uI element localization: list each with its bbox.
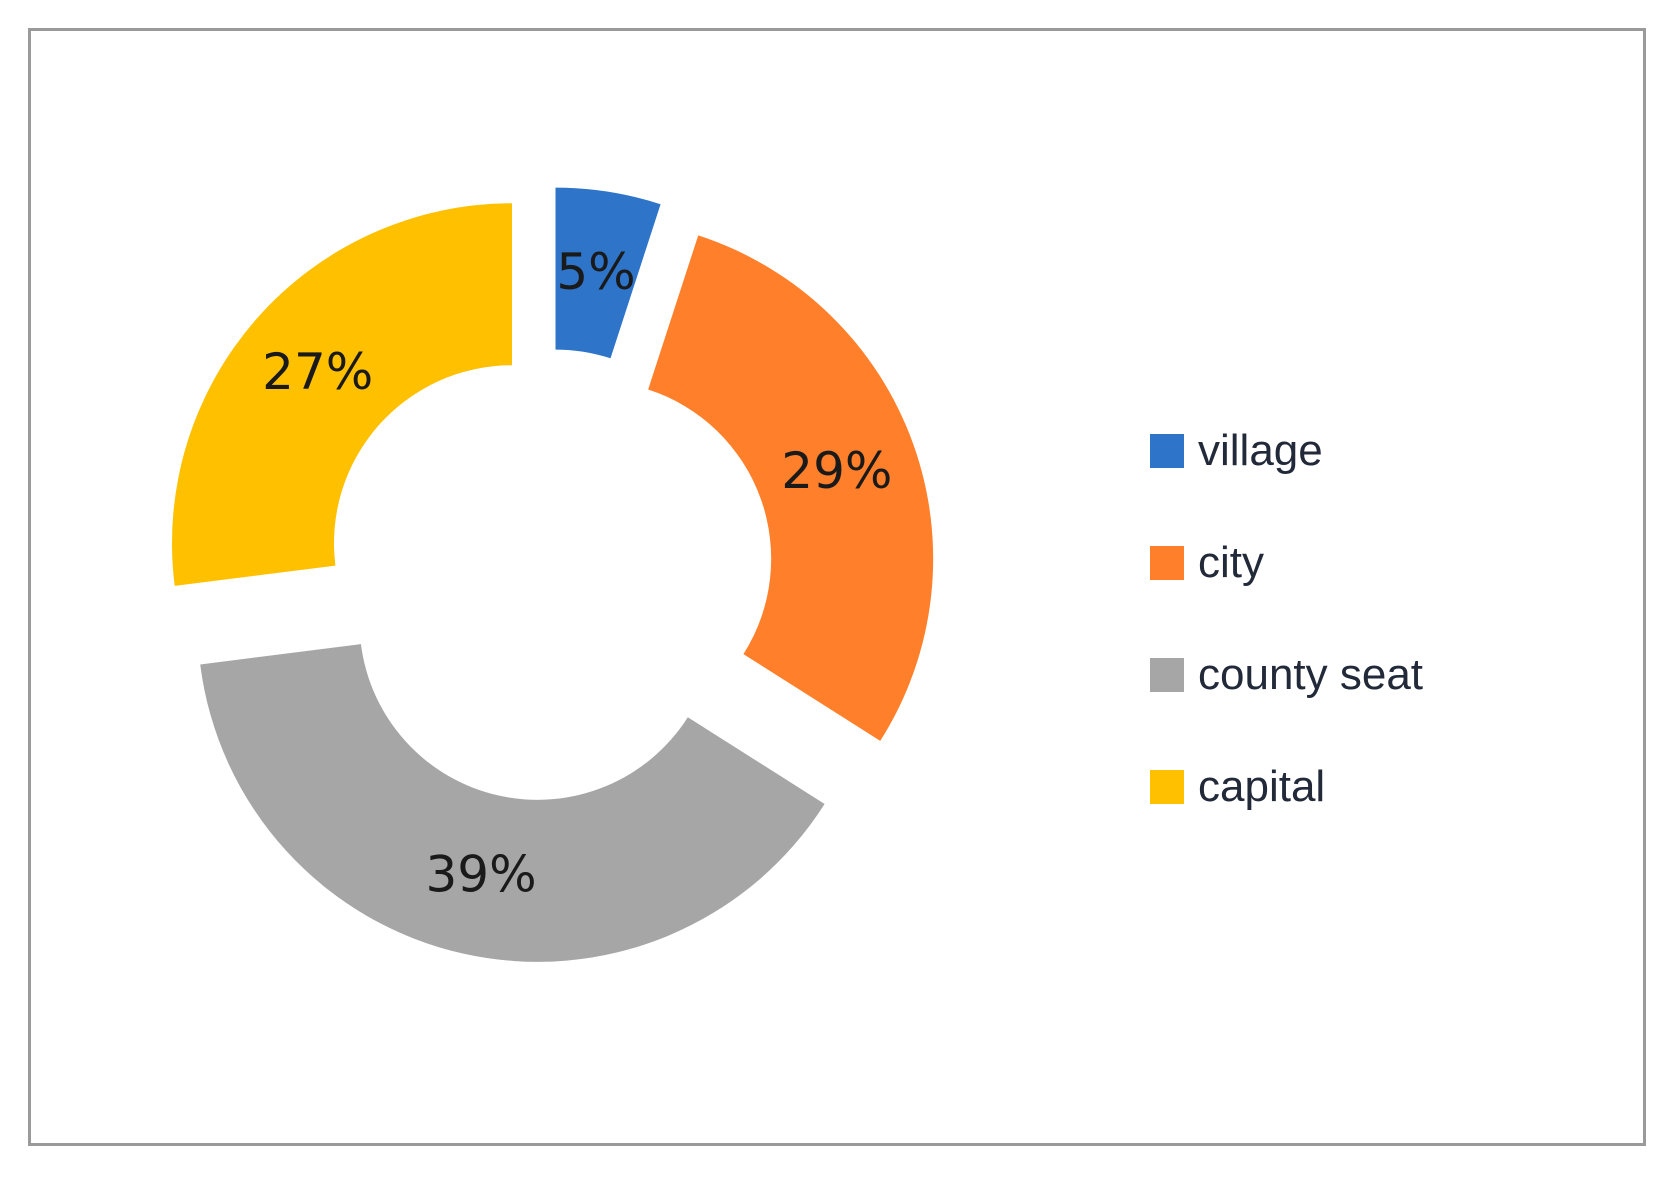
donut-slice-city — [648, 235, 934, 741]
legend-swatch-county-seat — [1150, 658, 1184, 692]
legend-item-capital: capital — [1150, 731, 1570, 843]
donut-value-labels: 5% 29% 39% 27% — [262, 243, 892, 904]
legend-item-village: village — [1150, 395, 1570, 507]
legend-item-county-seat: county seat — [1150, 619, 1570, 731]
donut-slice-county-seat — [200, 644, 825, 962]
legend-swatch-capital — [1150, 770, 1184, 804]
value-label-capital: 27% — [262, 343, 373, 401]
legend-label-city: city — [1198, 538, 1264, 587]
donut-slice-capital — [171, 203, 512, 586]
value-label-county-seat: 39% — [425, 846, 536, 904]
legend-label-county-seat: county seat — [1198, 650, 1424, 699]
legend-swatch-city — [1150, 546, 1184, 580]
legend-label-village: village — [1198, 426, 1323, 475]
legend-label-capital: capital — [1198, 762, 1326, 811]
legend: village city county seat capital — [1150, 395, 1570, 843]
donut-slices — [171, 187, 934, 962]
value-label-city: 29% — [781, 442, 892, 500]
value-label-village: 5% — [556, 243, 635, 301]
donut-slice-village — [555, 187, 661, 359]
legend-swatch-village — [1150, 434, 1184, 468]
legend-item-city: city — [1150, 507, 1570, 619]
